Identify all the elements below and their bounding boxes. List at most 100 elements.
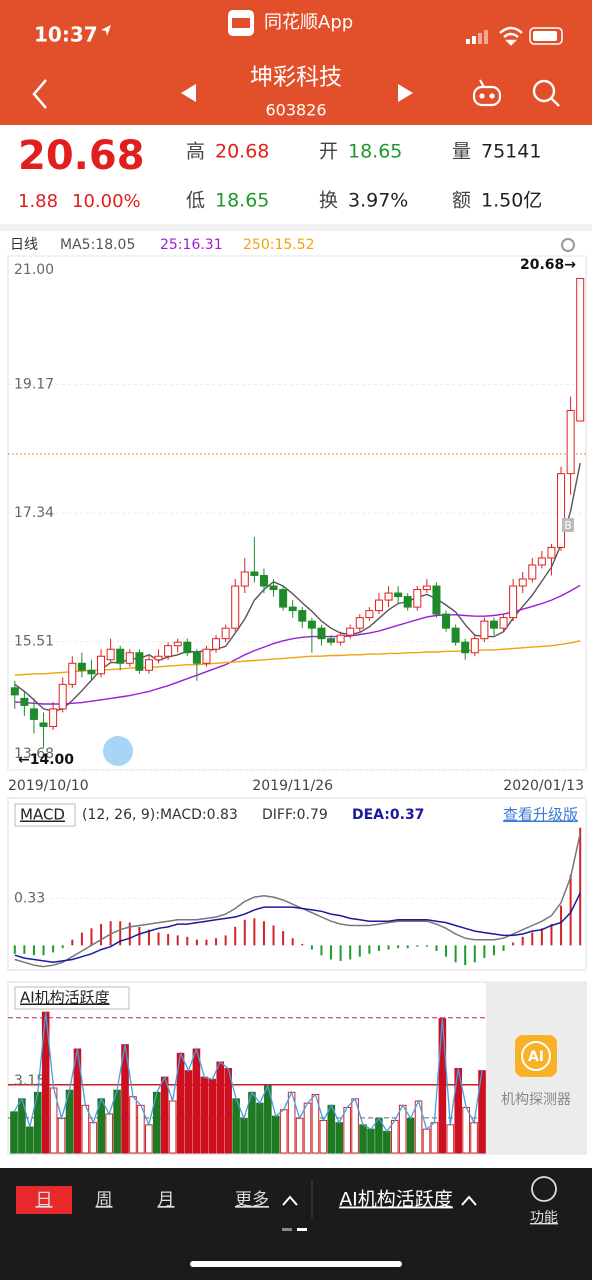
candle-body [202, 648, 211, 664]
home-indicator [190, 1261, 402, 1267]
candle-body [365, 610, 374, 619]
candle-body [528, 564, 537, 580]
x-tick-label: 2020/01/13 [503, 778, 584, 794]
activity-bar [105, 1113, 113, 1154]
activity-bar [160, 1076, 169, 1154]
activity-bar [438, 1018, 447, 1154]
candle-body [116, 648, 125, 664]
candle-body [240, 571, 249, 587]
activity-bar [367, 1128, 375, 1154]
candle-body [355, 617, 364, 629]
activity-bar [478, 1070, 486, 1154]
candle-body [77, 662, 86, 671]
candle-body [432, 585, 441, 615]
candle-body [413, 589, 422, 608]
function-icon[interactable] [531, 1176, 557, 1202]
badge: B [564, 519, 572, 532]
candle-body [192, 652, 201, 664]
ai-tab[interactable] [14, 986, 130, 1010]
x-tick-label: 2019/10/10 [8, 778, 89, 794]
activity-bar [406, 1117, 415, 1154]
candle-body [20, 697, 29, 706]
stat-label: 低 [186, 190, 205, 212]
period-tab[interactable]: 周 [96, 1190, 113, 1210]
activity-bar [184, 1070, 193, 1154]
quote-stats: 高 20.68 开 18.65 量 75141 低 18.65 换 3.97% 额 1.50亿 [186, 141, 542, 212]
ai-title[interactable]: AI机构活跃度 [20, 989, 110, 1007]
upgrade-link[interactable]: 查看升级版 [503, 806, 578, 824]
candle-body [499, 617, 508, 629]
stat-value: 1.50亿 [481, 190, 542, 212]
candle-body [221, 627, 230, 640]
y-tick-label: 17.34 [14, 505, 54, 521]
detector-label: 机构探测器 [501, 1092, 571, 1108]
candle-body [125, 652, 134, 664]
activity-bar [462, 1107, 470, 1154]
activity-bar [240, 1117, 248, 1154]
robot-icon[interactable] [472, 79, 502, 107]
y-tick-label: 13.68 [14, 746, 54, 762]
x-tick-label: 2019/11/26 [252, 778, 333, 794]
candle-body [384, 592, 393, 601]
period-tab[interactable]: 日 [36, 1190, 53, 1210]
candle-body [106, 648, 115, 661]
activity-bar [26, 1126, 34, 1154]
ma-legend: MA5:18.05 25:16.31 250:15.52 [60, 237, 315, 253]
candle-body [87, 669, 96, 675]
indicator-selector[interactable]: AI机构活跃度 [339, 1189, 453, 1211]
candle-body [566, 409, 575, 475]
candle-body [461, 641, 470, 654]
activity-bar [446, 1124, 455, 1154]
macd-tab[interactable] [14, 803, 76, 827]
function-button[interactable]: 功能 [530, 1210, 558, 1226]
indicator-caret[interactable] [461, 1195, 477, 1206]
detector-icon-ring [521, 1041, 551, 1071]
candle-body [250, 571, 259, 576]
candle-body [336, 634, 345, 643]
macd-indicator[interactable]: MACD [20, 806, 65, 824]
candle-body [173, 641, 182, 647]
activity-bar [422, 1128, 431, 1154]
activity-bar [383, 1130, 391, 1154]
prev-stock[interactable] [181, 84, 196, 102]
candle-body [259, 574, 268, 587]
stat-label: 高 [186, 141, 205, 163]
ma-line [14, 640, 581, 676]
stat-value: 18.65 [215, 190, 269, 212]
activity-line [13, 1012, 483, 1133]
stat-label: 量 [452, 141, 471, 163]
candle-body [212, 638, 221, 650]
candle-body [154, 655, 163, 661]
candle-body [144, 659, 153, 671]
period-tab[interactable]: 月 [158, 1190, 175, 1210]
more-caret[interactable] [282, 1195, 298, 1206]
macd-line [14, 833, 581, 968]
candle-body [509, 585, 518, 619]
tab-active-bg [16, 1186, 72, 1214]
activity-bar [359, 1124, 367, 1154]
activity-bar [390, 1120, 399, 1154]
legend-entry: DEA:0.37 [352, 807, 424, 823]
period-label: 日线 [10, 237, 38, 253]
candle-body [422, 585, 431, 591]
wifi-icon [499, 26, 523, 46]
activity-bar [10, 1111, 18, 1154]
candle-body [394, 592, 403, 598]
activity-bar [430, 1122, 439, 1154]
search-icon[interactable] [532, 79, 560, 107]
back-button[interactable] [32, 79, 47, 109]
activity-bar [200, 1076, 209, 1154]
activity-bar [303, 1102, 312, 1154]
stat-label: 额 [452, 190, 471, 212]
page-dot-active [297, 1228, 307, 1231]
ai-chart: 3.15 [8, 1011, 486, 1154]
candle-body [58, 683, 67, 710]
activity-bar [319, 1120, 328, 1154]
activity-bar [470, 1122, 478, 1154]
stat-value: 18.65 [348, 141, 402, 163]
expand-button[interactable] [103, 736, 133, 766]
settings-icon[interactable] [561, 238, 575, 252]
period-tab[interactable]: 更多 [235, 1190, 269, 1210]
next-stock[interactable] [398, 84, 413, 102]
